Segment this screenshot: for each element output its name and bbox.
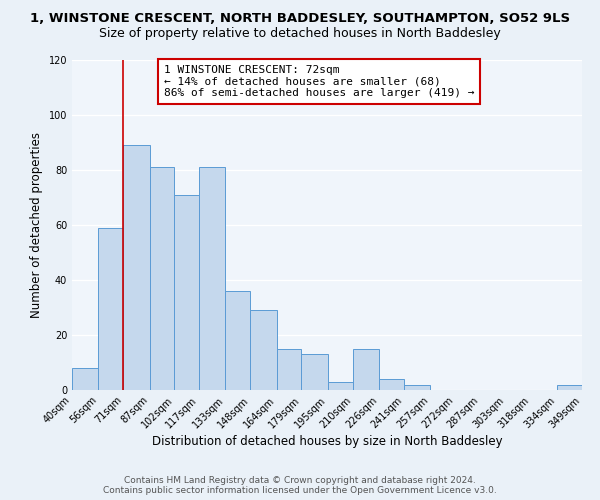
- Text: Size of property relative to detached houses in North Baddesley: Size of property relative to detached ho…: [99, 28, 501, 40]
- Bar: [301, 354, 328, 390]
- Bar: [199, 167, 226, 390]
- Bar: [404, 384, 430, 390]
- Bar: [328, 382, 353, 390]
- Bar: [277, 349, 301, 390]
- Bar: [250, 310, 277, 390]
- Bar: [123, 145, 149, 390]
- Text: Contains HM Land Registry data © Crown copyright and database right 2024.: Contains HM Land Registry data © Crown c…: [124, 476, 476, 485]
- Text: Contains public sector information licensed under the Open Government Licence v3: Contains public sector information licen…: [103, 486, 497, 495]
- Bar: [557, 384, 582, 390]
- X-axis label: Distribution of detached houses by size in North Baddesley: Distribution of detached houses by size …: [152, 436, 502, 448]
- Bar: [353, 349, 379, 390]
- Text: 1 WINSTONE CRESCENT: 72sqm
← 14% of detached houses are smaller (68)
86% of semi: 1 WINSTONE CRESCENT: 72sqm ← 14% of deta…: [164, 65, 475, 98]
- Bar: [98, 228, 123, 390]
- Bar: [226, 291, 250, 390]
- Bar: [72, 368, 98, 390]
- Bar: [149, 167, 175, 390]
- Y-axis label: Number of detached properties: Number of detached properties: [30, 132, 43, 318]
- Bar: [175, 194, 199, 390]
- Bar: [379, 379, 404, 390]
- Text: 1, WINSTONE CRESCENT, NORTH BADDESLEY, SOUTHAMPTON, SO52 9LS: 1, WINSTONE CRESCENT, NORTH BADDESLEY, S…: [30, 12, 570, 26]
